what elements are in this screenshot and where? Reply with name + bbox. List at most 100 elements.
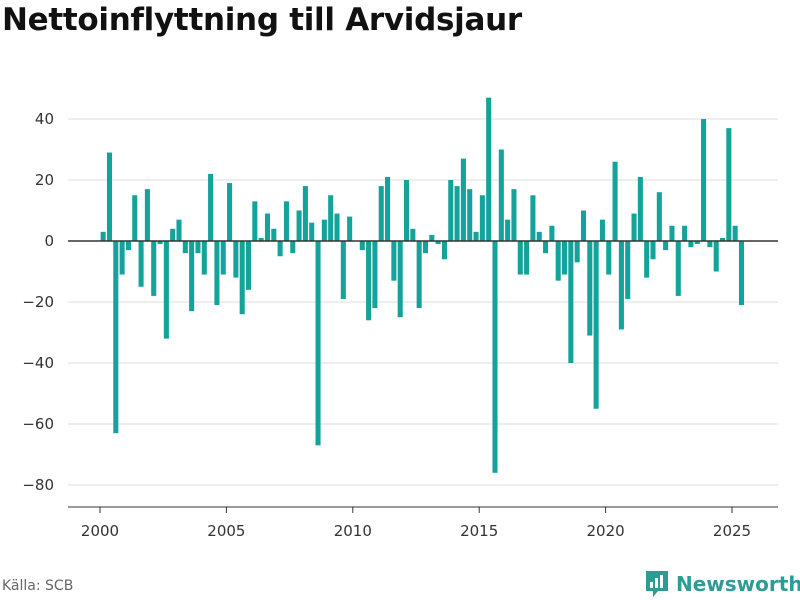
bar bbox=[669, 225, 675, 241]
newsworthy-logo-icon bbox=[646, 571, 668, 597]
x-tick-label: 2025 bbox=[713, 522, 751, 540]
bar bbox=[264, 213, 271, 241]
bar bbox=[637, 176, 643, 241]
bar bbox=[290, 241, 296, 254]
bar bbox=[694, 241, 700, 245]
y-tick-label: 0 bbox=[44, 232, 54, 250]
bar bbox=[561, 241, 568, 275]
bar bbox=[738, 241, 745, 306]
x-tick-label: 2020 bbox=[587, 522, 625, 540]
bar bbox=[132, 195, 138, 241]
bar bbox=[239, 241, 245, 315]
bar bbox=[448, 180, 454, 241]
bar bbox=[536, 231, 542, 241]
bar bbox=[460, 158, 466, 241]
bar bbox=[157, 241, 163, 245]
bar bbox=[543, 241, 549, 254]
bar bbox=[707, 241, 713, 248]
bar bbox=[296, 210, 302, 241]
bar bbox=[151, 241, 157, 296]
bar bbox=[163, 241, 169, 339]
bar bbox=[580, 210, 587, 241]
x-tick-label: 2015 bbox=[460, 522, 498, 540]
bar bbox=[682, 225, 688, 241]
bar bbox=[625, 241, 631, 299]
x-tick-label: 2005 bbox=[207, 522, 245, 540]
bar bbox=[258, 237, 264, 241]
bar bbox=[208, 173, 214, 241]
bar bbox=[340, 241, 346, 299]
bar bbox=[170, 228, 176, 241]
bar bbox=[505, 219, 511, 241]
bar bbox=[701, 119, 707, 241]
bar bbox=[138, 241, 144, 287]
bar bbox=[410, 228, 416, 241]
bar bbox=[530, 195, 536, 241]
bar bbox=[618, 241, 624, 330]
bar bbox=[555, 241, 561, 281]
bar bbox=[359, 241, 365, 251]
bar bbox=[182, 241, 188, 254]
bar bbox=[347, 216, 353, 241]
bar bbox=[195, 241, 201, 254]
bar bbox=[612, 161, 618, 241]
bar bbox=[378, 186, 384, 241]
y-tick-label: −20 bbox=[22, 293, 54, 311]
y-gridlines bbox=[68, 118, 778, 486]
bar bbox=[492, 241, 498, 473]
x-tick-labels: 2000 2005 2010 2015 2020 2025 bbox=[81, 522, 751, 540]
bar bbox=[467, 189, 473, 241]
bar bbox=[713, 241, 719, 272]
bar bbox=[656, 192, 662, 241]
bar bbox=[201, 241, 207, 275]
bar bbox=[277, 241, 283, 257]
bar bbox=[498, 149, 504, 241]
bar bbox=[650, 241, 656, 260]
axes bbox=[68, 240, 778, 513]
chart-title: Nettoinflyttning till Arvidsjaur bbox=[2, 2, 522, 38]
bar bbox=[113, 241, 119, 434]
bar bbox=[397, 241, 403, 318]
bar bbox=[252, 201, 258, 241]
bar bbox=[568, 241, 574, 363]
bar bbox=[315, 241, 321, 446]
bar bbox=[675, 241, 681, 296]
bar bbox=[220, 241, 226, 275]
bar bbox=[283, 201, 289, 241]
bar bbox=[144, 189, 150, 241]
y-tick-label: 20 bbox=[35, 171, 54, 189]
bar bbox=[644, 241, 650, 278]
bar bbox=[106, 152, 113, 241]
bar bbox=[385, 176, 391, 241]
bar bbox=[125, 241, 131, 251]
bar bbox=[587, 241, 593, 336]
bar bbox=[719, 237, 726, 241]
bar bbox=[688, 241, 694, 248]
y-tick-label: −80 bbox=[22, 476, 54, 494]
bar bbox=[599, 219, 605, 241]
bar bbox=[663, 241, 669, 251]
y-tick-labels: 40 20 0 −20 −40 −60 −80 bbox=[22, 110, 54, 494]
bar bbox=[321, 219, 327, 241]
y-tick-label: −60 bbox=[22, 415, 54, 433]
bar bbox=[366, 241, 372, 321]
bar bbox=[176, 219, 182, 241]
bar bbox=[524, 241, 530, 275]
bar bbox=[416, 241, 422, 309]
bar bbox=[606, 241, 612, 275]
bar bbox=[473, 231, 479, 241]
bar bbox=[100, 231, 106, 241]
bar bbox=[429, 234, 435, 241]
bar bbox=[441, 241, 447, 260]
brand-logo: Newsworthy bbox=[644, 569, 800, 599]
bar bbox=[245, 241, 252, 290]
brand-name: Newsworthy bbox=[676, 572, 800, 596]
bars bbox=[100, 97, 745, 473]
bar bbox=[328, 195, 334, 241]
bar bbox=[511, 189, 517, 241]
bar bbox=[214, 241, 220, 306]
bar bbox=[403, 180, 410, 241]
bar bbox=[517, 241, 523, 275]
bar bbox=[227, 183, 233, 241]
bar bbox=[486, 97, 492, 242]
